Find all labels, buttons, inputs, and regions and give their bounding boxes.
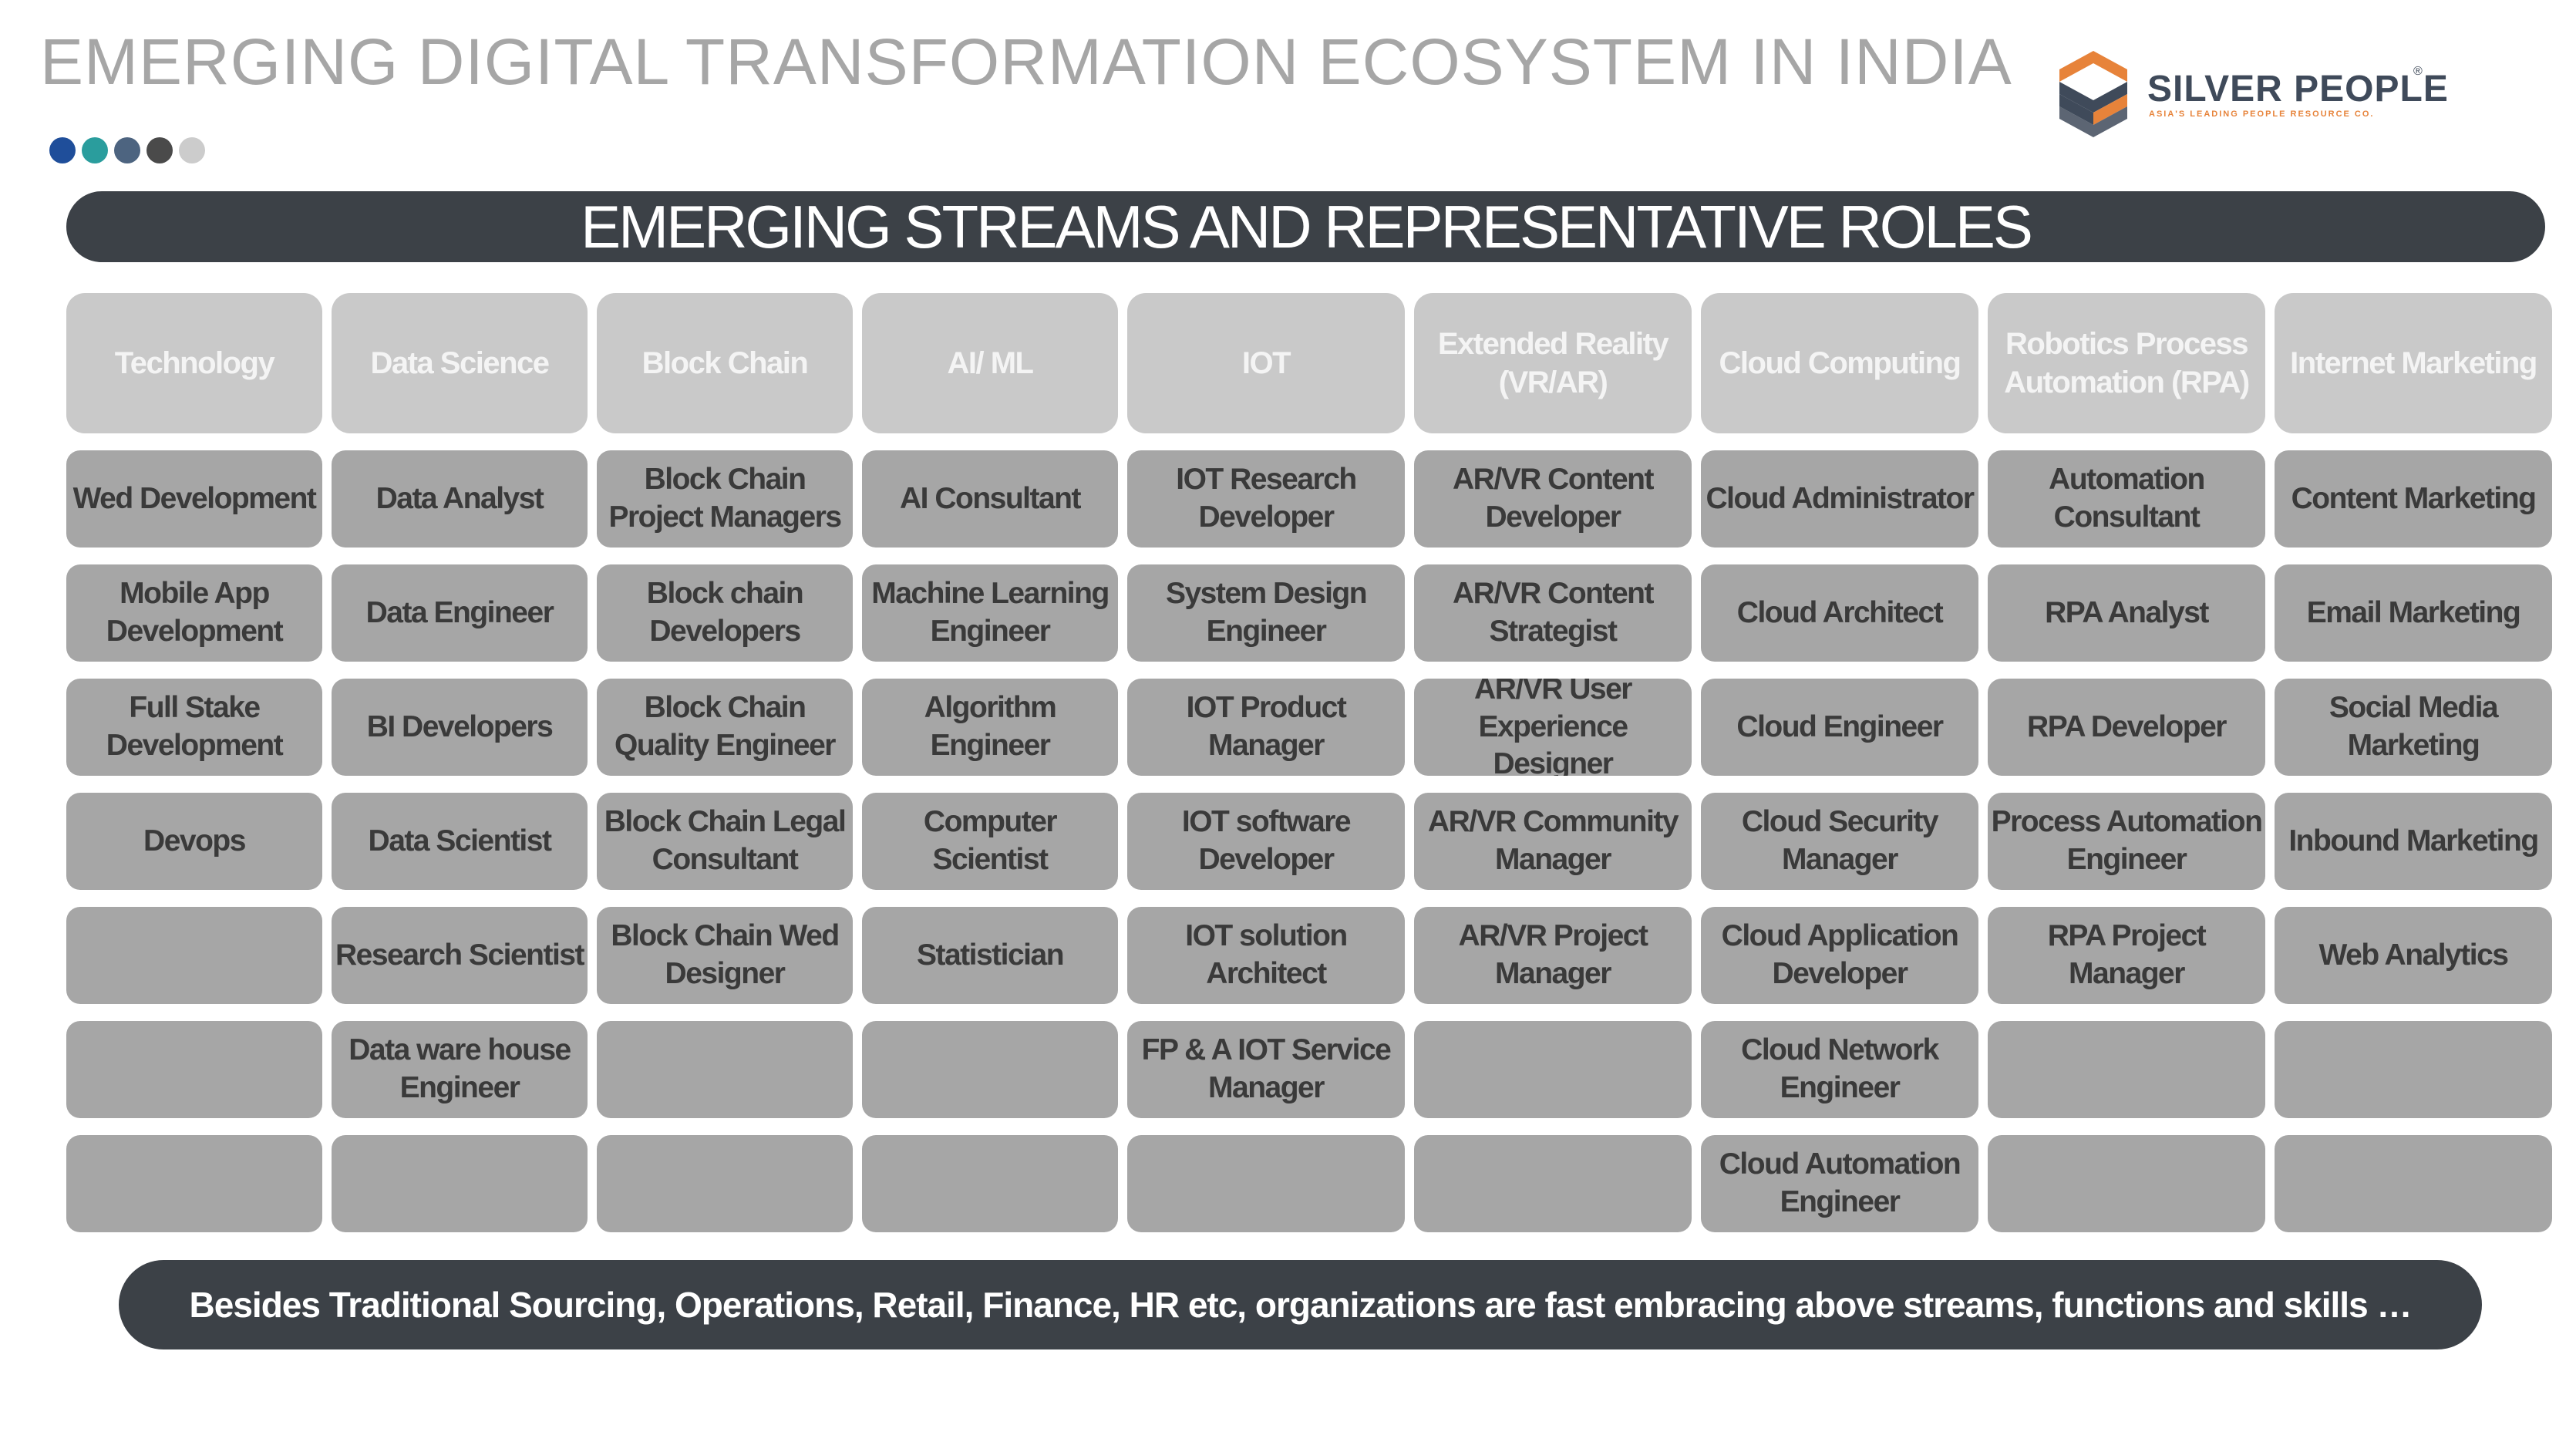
role-cell: RPA Analyst [1988,564,2265,662]
registered-mark: ® [2413,65,2423,78]
role-cell: Algorithm Engineer [862,679,1118,776]
role-cell: Cloud Engineer [1701,679,1978,776]
empty-role-cell [1414,1135,1692,1232]
role-cell: IOT Research Developer [1127,450,1405,548]
stream-header: Data Science [332,293,588,433]
dot [179,137,205,163]
role-cell: Social Media Marketing [2275,679,2552,776]
role-cell: Statistician [862,907,1118,1004]
dot [82,137,108,163]
role-cell: Data ware house Engineer [332,1021,588,1118]
role-cell: Wed Development [66,450,322,548]
role-cell: Cloud Security Manager [1701,793,1978,890]
section-banner: EMERGING STREAMS AND REPRESENTATIVE ROLE… [66,191,2545,262]
role-cell: AR/VR Content Developer [1414,450,1692,548]
role-cell: Block chain Developers [597,564,853,662]
role-cell: Inbound Marketing [2275,793,2552,890]
role-cell: Research Scientist [332,907,588,1004]
logo-mark-icon [2059,51,2127,137]
company-logo: SILVER PEOPLE ® ASIA'S LEADING PEOPLE RE… [2047,48,2448,140]
role-cell: AR/VR User Experience Designer [1414,679,1692,776]
empty-role-cell [597,1021,853,1118]
role-cell: Block Chain Project Managers [597,450,853,548]
stream-header: Internet Marketing [2275,293,2552,433]
role-cell: Data Analyst [332,450,588,548]
stream-header: IOT [1127,293,1405,433]
role-cell: Block Chain Quality Engineer [597,679,853,776]
stream-header: Technology [66,293,322,433]
stream-header: Extended Reality (VR/AR) [1414,293,1692,433]
streams-grid: Technology Wed Development Mobile App Deve… [66,293,2552,1232]
role-cell: Cloud Application Developer [1701,907,1978,1004]
role-cell: Mobile App Development [66,564,322,662]
dot [114,137,140,163]
stream-header: Robotics Process Automation (RPA) [1988,293,2265,433]
role-cell: RPA Developer [1988,679,2265,776]
role-cell: FP & A IOT Service Manager [1127,1021,1405,1118]
empty-role-cell [862,1135,1118,1232]
role-cell: IOT solution Architect [1127,907,1405,1004]
dot [49,137,76,163]
role-cell: AR/VR Project Manager [1414,907,1692,1004]
empty-role-cell [332,1135,588,1232]
role-cell: BI Developers [332,679,588,776]
role-cell: Devops [66,793,322,890]
empty-role-cell [2275,1021,2552,1118]
role-cell: IOT software Developer [1127,793,1405,890]
role-cell: Cloud Architect [1701,564,1978,662]
logo-wordmark: SILVER PEOPLE [2147,69,2449,110]
empty-role-cell [66,1021,322,1118]
empty-role-cell [862,1021,1118,1118]
empty-role-cell [1988,1021,2265,1118]
stream-header: AI/ ML [862,293,1118,433]
role-cell: Block Chain Legal Consultant [597,793,853,890]
page-title: EMERGING DIGITAL TRANSFORMATION ECOSYSTE… [40,25,2012,98]
role-cell: AI Consultant [862,450,1118,548]
empty-role-cell [1414,1021,1692,1118]
stream-header: Block Chain [597,293,853,433]
logo-tagline: ASIA'S LEADING PEOPLE RESOURCE CO. [2149,110,2375,119]
role-cell: Data Scientist [332,793,588,890]
role-cell: System Design Engineer [1127,564,1405,662]
role-cell: Full Stake Development [66,679,322,776]
empty-role-cell [1127,1135,1405,1232]
role-cell: RPA Project Manager [1988,907,2265,1004]
role-cell: Machine Learning Engineer [862,564,1118,662]
role-cell: Data Engineer [332,564,588,662]
role-cell: Email Marketing [2275,564,2552,662]
role-cell: AR/VR Content Strategist [1414,564,1692,662]
role-cell: Web Analytics [2275,907,2552,1004]
role-cell: Cloud Network Engineer [1701,1021,1978,1118]
dot [146,137,173,163]
footer-note: Besides Traditional Sourcing, Operations… [119,1260,2482,1349]
empty-role-cell [2275,1135,2552,1232]
empty-role-cell [66,907,322,1004]
role-cell: Cloud Administrator [1701,450,1978,548]
role-cell: Cloud Automation Engineer [1701,1135,1978,1232]
empty-role-cell [1988,1135,2265,1232]
decorative-dots [49,137,205,163]
role-cell: Block Chain Wed Designer [597,907,853,1004]
empty-role-cell [66,1135,322,1232]
role-cell: Computer Scientist [862,793,1118,890]
empty-role-cell [597,1135,853,1232]
role-cell: IOT Product Manager [1127,679,1405,776]
role-cell: Automation Consultant [1988,450,2265,548]
role-cell: AR/VR Community Manager [1414,793,1692,890]
role-cell: Process Automation Engineer [1988,793,2265,890]
role-cell: Content Marketing [2275,450,2552,548]
stream-header: Cloud Computing [1701,293,1978,433]
